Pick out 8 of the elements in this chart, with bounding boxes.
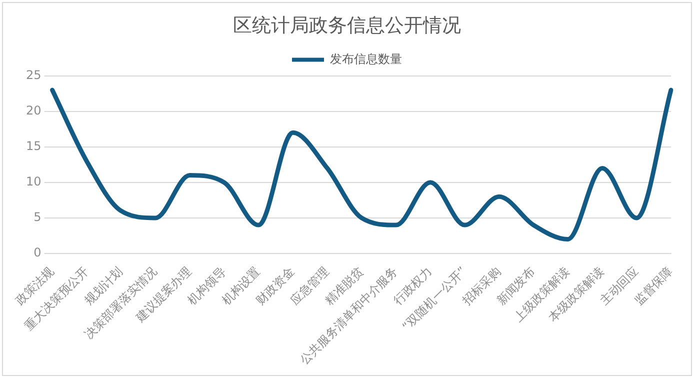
y-tick-label: 10 [26,174,42,189]
legend-label: 发布信息数量 [330,52,402,66]
y-tick-label: 0 [34,246,42,260]
chart-title: 区统计局政务信息公开情况 [233,14,461,36]
y-tick-label: 25 [26,68,42,82]
y-tick-label: 20 [26,103,42,118]
y-tick-label: 5 [34,210,42,224]
y-tick-label: 15 [26,138,42,153]
